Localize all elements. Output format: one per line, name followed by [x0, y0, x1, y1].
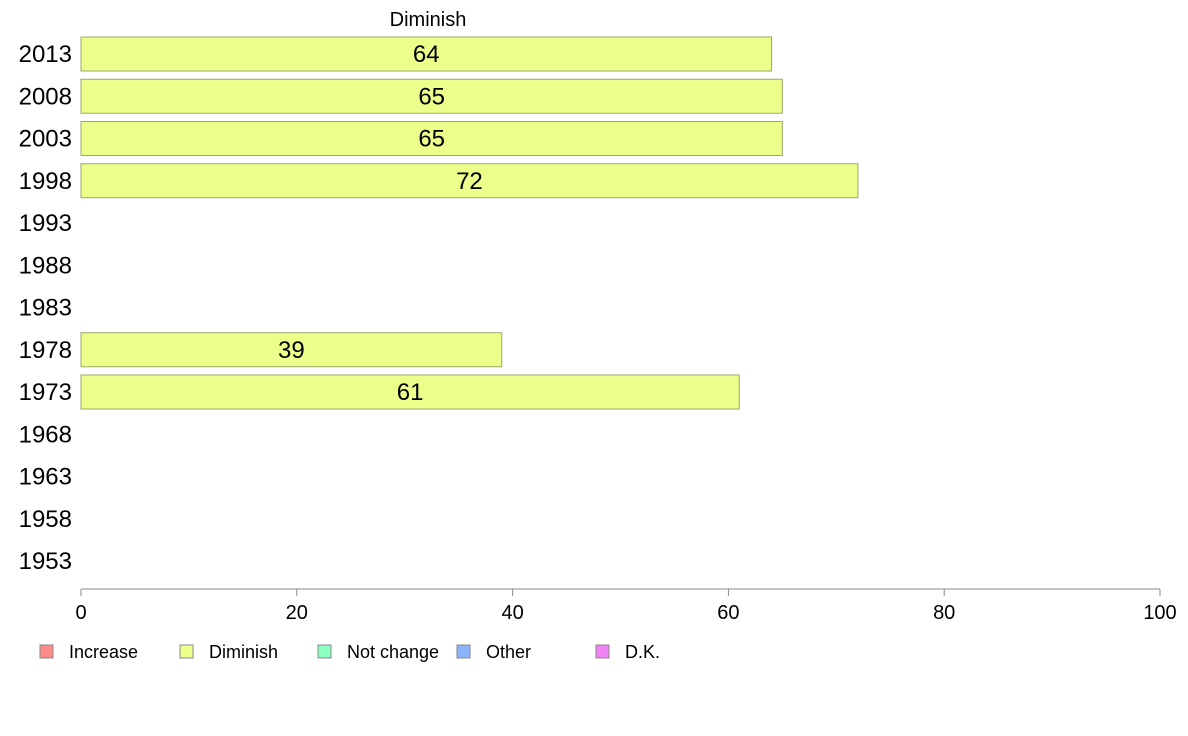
category-labels: 2013 2008 2003 1998 1993 1988 1983 1978 1973 1968… — [19, 41, 72, 575]
x-tick-label-0: 0 — [75, 602, 86, 624]
category-label-1998: 1998 — [19, 168, 72, 195]
category-label-1958: 1958 — [19, 506, 72, 533]
value-label-1973: 61 — [397, 379, 424, 406]
category-label-2003: 2003 — [19, 126, 72, 153]
legend-swatch-d-k- — [595, 644, 610, 659]
x-tick-label-40: 40 — [501, 602, 523, 624]
legend-label-diminish: Diminish — [209, 642, 278, 662]
x-tick-label-80: 80 — [933, 602, 955, 624]
category-label-1953: 1953 — [19, 548, 72, 575]
legend-label-not-change: Not change — [347, 642, 439, 662]
legend-swatch-not-change — [317, 644, 332, 659]
bar-1998 — [80, 163, 859, 199]
legend: Increase Diminish Not change Other D.K. — [39, 642, 660, 662]
bar-2013 — [80, 36, 773, 72]
legend-label-increase: Increase — [69, 642, 138, 662]
category-label-1983: 1983 — [19, 295, 72, 322]
x-tick-label-20: 20 — [286, 602, 308, 624]
value-label-2008: 65 — [418, 83, 445, 110]
bar-1978 — [80, 332, 503, 368]
value-label-1978: 39 — [278, 337, 305, 364]
x-tick-label-100: 100 — [1143, 602, 1176, 624]
legend-label-other: Other — [486, 642, 531, 662]
category-label-1993: 1993 — [19, 210, 72, 237]
category-label-1978: 1978 — [19, 337, 72, 364]
value-label-2013: 64 — [413, 41, 440, 68]
category-label-1968: 1968 — [19, 421, 72, 448]
legend-label-d-k-: D.K. — [625, 642, 660, 662]
value-label-2003: 65 — [418, 126, 445, 153]
legend-swatch-other — [456, 644, 471, 659]
bars-group: 64 65 65 72 39 61 — [80, 36, 859, 410]
series-title: Diminish — [390, 9, 467, 31]
category-label-1963: 1963 — [19, 464, 72, 491]
x-tick-label-60: 60 — [717, 602, 739, 624]
category-label-1973: 1973 — [19, 379, 72, 406]
legend-swatch-diminish — [179, 644, 194, 659]
legend-swatch-increase — [39, 644, 54, 659]
bar-1973 — [80, 374, 740, 410]
value-label-1998: 72 — [456, 168, 483, 195]
category-label-1988: 1988 — [19, 252, 72, 279]
x-axis: 0 20 40 60 80 100 — [75, 588, 1177, 624]
category-label-2013: 2013 — [19, 41, 72, 68]
category-label-2008: 2008 — [19, 83, 72, 110]
bar-2003 — [80, 121, 783, 156]
bar-2008 — [80, 78, 783, 114]
